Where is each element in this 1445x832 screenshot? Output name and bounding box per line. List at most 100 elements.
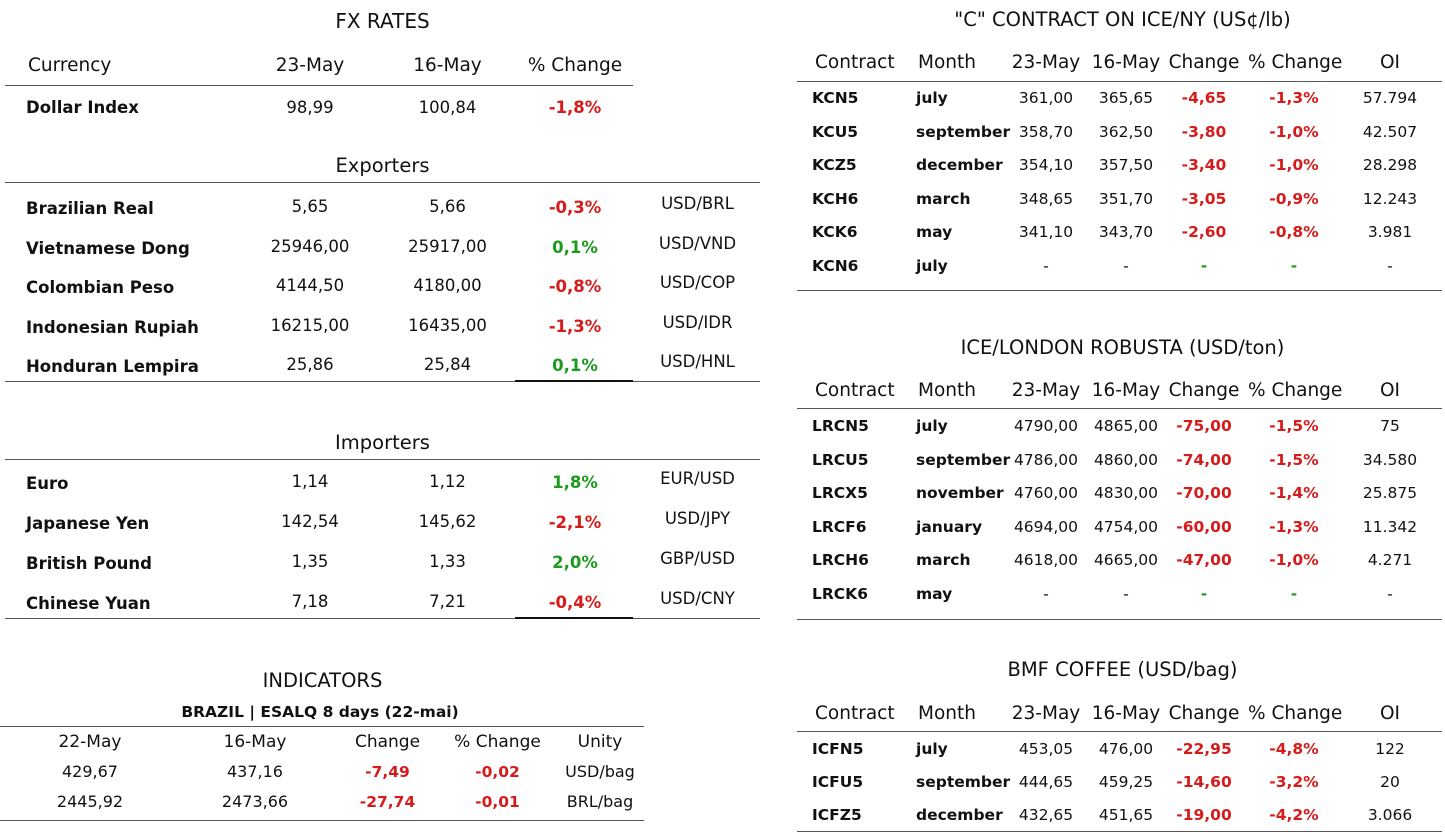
importer-v1: 1,14 [291,472,329,491]
futures-header: 23-May [1011,703,1081,724]
importer-v1: 142,54 [281,512,339,531]
futures-cell: december [916,156,1003,174]
dollar-index-label: Dollar Index [26,98,139,117]
importer-v1: 7,18 [291,592,329,611]
futures-cell: 12.243 [1362,189,1418,208]
futures-cell: september [916,773,1011,791]
futures-cell: ICFN5 [812,740,864,758]
futures-header: 16-May [1091,380,1161,401]
fx-header-rule [5,85,633,86]
exporter-title-rule [5,182,760,183]
futures-cell: KCH6 [812,189,859,208]
exporters-bottom-rule [5,381,760,382]
indicators-header-3: % Change [454,732,541,752]
indicators-cell: 2445,92 [56,792,124,811]
futures-cell: 459,25 [1098,773,1154,791]
futures-cell: - [1200,256,1208,275]
futures-cell: LRCH6 [812,551,869,569]
futures-cell: -3,40 [1181,156,1227,174]
futures-cell: KCZ5 [812,156,857,174]
futures-cell: KCK6 [812,223,858,241]
importer-name: Japanese Yen [26,514,150,533]
futures-cell: ICFZ5 [812,806,862,824]
futures-header: % Change [1248,703,1343,724]
futures-cell: -60,00 [1176,517,1232,536]
futures-cell: -4,2% [1269,806,1319,824]
futures-cell: ICFU5 [812,773,864,791]
futures-cell: 343,70 [1098,223,1154,241]
futures-cell: -1,0% [1269,156,1319,174]
futures-cell: LRCK6 [812,584,868,603]
futures-cell: 4694,00 [1013,517,1079,536]
futures-cell: 4786,00 [1013,450,1079,469]
fx-header-3: % Change [527,55,623,76]
exporter-pair: USD/BRL [661,194,734,213]
indicators-cell: USD/bag [565,762,635,781]
exporter-v1: 5,65 [291,197,329,216]
exporter-name: Indonesian Rupiah [26,317,199,337]
futures-cell: - [1387,256,1393,275]
importer-pair: USD/JPY [664,509,731,528]
importer-pct: -2,1% [548,513,602,532]
futures-cell: 351,70 [1098,189,1154,208]
importer-v2: 145,62 [418,512,477,531]
importer-pair: EUR/USD [660,469,735,488]
exporter-v2: 25917,00 [408,236,487,256]
futures-cell: 4790,00 [1013,417,1079,435]
importer-pct: -0,4% [548,593,602,612]
indicators-subtitle: BRAZIL | ESALQ 8 days (22-mai) [181,703,459,721]
futures-header-rule [797,408,1442,409]
futures-cell: 28.298 [1362,156,1418,174]
futures-cell: LRCX5 [812,484,868,502]
futures-cell: july [916,89,948,107]
indicators-cell: BRL/bag [566,792,634,811]
importer-name: Euro [26,474,69,493]
futures-cell: november [916,484,1004,502]
exporter-name: Brazilian Real [26,199,154,218]
futures-cell: -0,8% [1269,223,1319,241]
futures-cell: 3.981 [1367,223,1413,241]
futures-cell: -1,5% [1269,417,1319,435]
futures-cell: - [1043,256,1049,275]
importer-name: Chinese Yuan [26,594,151,613]
dollar-index-pct: -1,8% [548,98,602,117]
futures-cell: LRCN5 [812,417,869,435]
futures-cell: -1,4% [1269,484,1319,502]
fx-header-0: Currency [28,55,112,76]
indicators-cell: -0,01 [475,793,520,811]
futures-cell: -22,95 [1176,740,1232,758]
indicators-cell: -0,02 [475,763,520,781]
importer-name: British Pound [26,554,152,573]
indicators-cell: -27,74 [359,793,416,811]
futures-header: OI [1379,380,1401,401]
futures-cell: -1,3% [1269,517,1319,536]
futures-cell: 4830,00 [1093,484,1159,502]
importer-pct: 2,0% [552,553,598,572]
dollar-index-v1: 98,99 [286,98,334,117]
exporter-pct: -0,8% [548,277,602,296]
futures-cell: 4.271 [1367,551,1413,569]
exporter-pair: USD/COP [659,273,736,292]
importers-bottom-thick [515,617,633,619]
exporter-v1: 25,86 [286,355,334,374]
futures-header: Change [1168,52,1240,73]
exporters-bottom-thick [515,380,633,382]
futures-cell: - [1043,584,1049,603]
exporter-v1: 4144,50 [275,276,345,295]
futures-cell: - [1123,584,1129,603]
indicators-header-2: Change [354,732,421,752]
exporter-v1: 25946,00 [270,236,350,256]
exporter-pct: -1,3% [548,316,602,336]
futures-header: Contract [815,52,895,73]
futures-cell: 20 [1380,773,1400,791]
exporter-pct: 0,1% [552,237,598,257]
importer-v2: 1,12 [429,472,466,491]
futures-cell: 75 [1380,417,1400,435]
futures-header: OI [1379,703,1401,724]
futures-cell: march [916,189,971,208]
futures-cell: -2,60 [1181,223,1227,241]
futures-cell: march [916,551,971,569]
futures-bottom-rule [797,290,1442,291]
importer-v2: 7,21 [429,592,466,611]
fx-header-2: 16-May [413,55,482,76]
